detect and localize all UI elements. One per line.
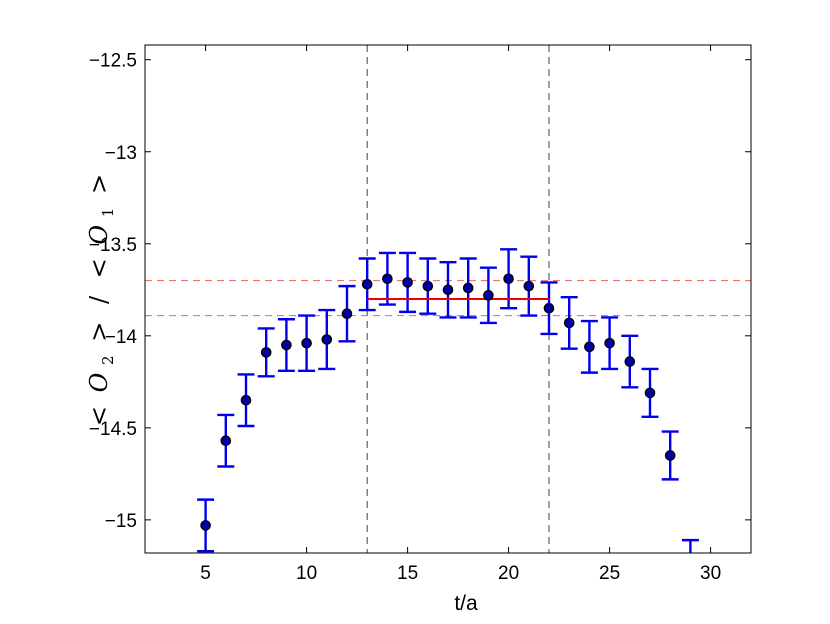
y-ticks: −15 −14.5 −14 −13.5 −13 −12.5 [89,51,751,532]
y-label-symbol-1: O [85,372,113,392]
data-point [543,302,555,314]
data-point [422,280,434,292]
data-point [483,290,494,301]
data-point [442,284,454,296]
svg-text:< O 2 >: < O 2 > / < O 1 > [85,174,119,426]
x-tick-label: 30 [700,563,721,584]
y-label-subscript-1: 2 [99,355,117,365]
data-point [584,341,595,353]
y-label-symbol-2: O [85,225,113,245]
data-point [382,273,393,285]
data-point [200,520,211,531]
y-label-open-2: < [85,258,113,278]
y-label-slash: / [85,295,113,304]
y-label-subscript-2: 1 [99,208,117,218]
data-point [503,273,514,285]
x-tick-label: 5 [200,563,211,584]
y-label-close-1: > [85,322,113,342]
data-point [220,435,232,447]
y-tick-label: −15 [105,511,137,532]
y-tick-label: −13 [105,143,137,164]
data-point [301,337,312,349]
data-point [260,347,272,358]
y-tick-label: −14 [105,327,138,348]
y-label-close-2: > [85,174,113,194]
x-axis-label: t/a [454,592,478,615]
y-axis-label: < O 2 > / < O 1 > [85,174,119,426]
data-point [462,282,474,294]
plot-area: 5 10 15 20 25 30 −15 −14.5 −14 −13.5 −13 −12.5 [89,44,752,584]
data-point [644,387,656,399]
plot-frame [144,44,752,554]
data-point [563,317,575,329]
x-ticks: 5 10 15 20 25 30 [200,45,721,584]
y-tick-label: −12.5 [89,51,137,72]
x-tick-label: 10 [296,563,317,584]
data-point [240,394,252,406]
y-tick-label: −13.5 [89,235,137,256]
data-point [321,334,333,345]
x-tick-label: 25 [599,563,620,584]
data-point [523,280,535,292]
data-point [341,308,353,320]
data-point [604,337,615,349]
x-tick-label: 15 [397,563,418,584]
x-tick-label: 20 [498,563,519,584]
y-label-open-1: < [85,406,113,426]
data-point [686,561,695,570]
data-point [361,278,373,290]
y-tick-label: −14.5 [89,419,137,440]
data-point [624,356,636,367]
data-point [664,450,676,461]
data-point [402,277,413,288]
data-point [281,339,292,351]
data-markers [200,273,695,570]
